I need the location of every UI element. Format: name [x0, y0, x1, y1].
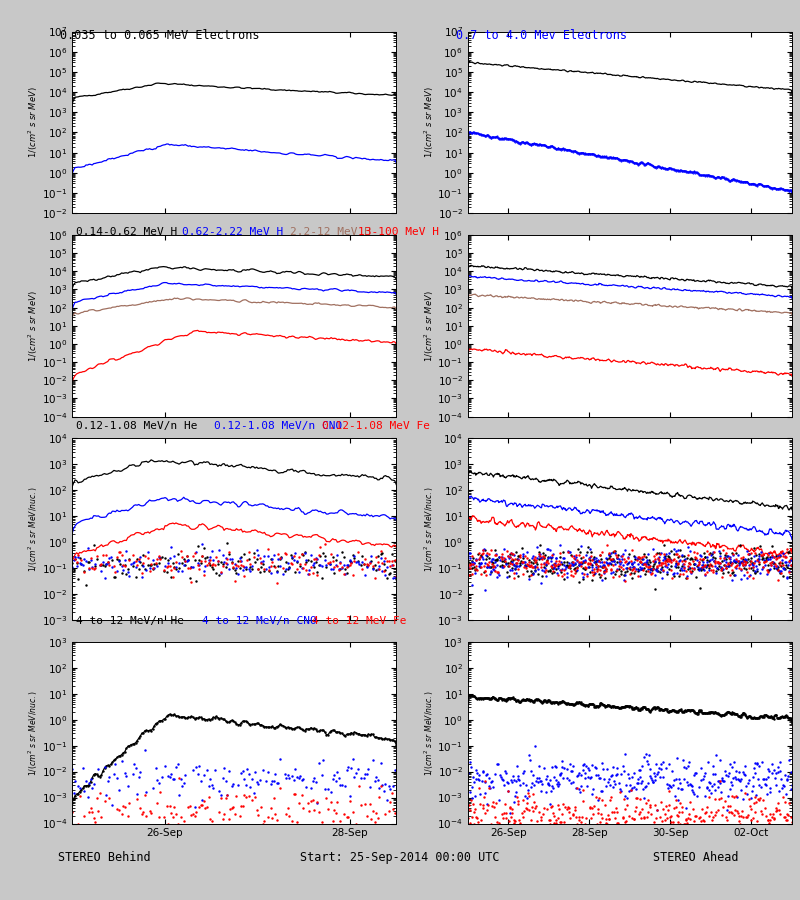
Y-axis label: $1/(cm^2\ s\ sr\ MeV)$: $1/(cm^2\ s\ sr\ MeV)$	[422, 86, 436, 158]
Y-axis label: $1/(cm^2\ s\ sr\ MeV)$: $1/(cm^2\ s\ sr\ MeV)$	[422, 290, 436, 362]
Y-axis label: $1/(cm^2\ s\ sr\ MeV/nuc.)$: $1/(cm^2\ s\ sr\ MeV/nuc.)$	[422, 689, 436, 776]
Y-axis label: $1/(cm^2\ s\ sr\ MeV/nuc.)$: $1/(cm^2\ s\ sr\ MeV/nuc.)$	[422, 486, 436, 572]
Text: 0.14-0.62 MeV H: 0.14-0.62 MeV H	[76, 227, 178, 237]
Text: 0.12-1.08 MeV/n CNO: 0.12-1.08 MeV/n CNO	[214, 421, 342, 431]
Y-axis label: $1/(cm^2\ s\ sr\ MeV)$: $1/(cm^2\ s\ sr\ MeV)$	[26, 290, 40, 362]
Text: 4 to 12 MeV Fe: 4 to 12 MeV Fe	[312, 616, 406, 625]
Text: STEREO Behind: STEREO Behind	[58, 851, 150, 864]
Text: 2.2-12 MeV H: 2.2-12 MeV H	[290, 227, 371, 237]
Text: 4 to 12 MeV/n He: 4 to 12 MeV/n He	[76, 616, 184, 625]
Text: 0.12-1.08 MeV/n He: 0.12-1.08 MeV/n He	[76, 421, 198, 431]
Text: 0.035 to 0.065 MeV Electrons: 0.035 to 0.065 MeV Electrons	[60, 29, 260, 41]
Y-axis label: $1/(cm^2\ s\ sr\ MeV)$: $1/(cm^2\ s\ sr\ MeV)$	[27, 86, 40, 158]
Text: STEREO Ahead: STEREO Ahead	[654, 851, 738, 864]
Text: 0.7 to 4.0 Mev Electrons: 0.7 to 4.0 Mev Electrons	[456, 29, 627, 41]
Text: 0.62-2.22 MeV H: 0.62-2.22 MeV H	[182, 227, 284, 237]
Y-axis label: $1/(cm^2\ s\ sr\ MeV/nuc.)$: $1/(cm^2\ s\ sr\ MeV/nuc.)$	[26, 689, 40, 776]
Text: 4 to 12 MeV/n CNO: 4 to 12 MeV/n CNO	[202, 616, 316, 625]
Text: 13-100 MeV H: 13-100 MeV H	[358, 227, 438, 237]
Text: 0.12-1.08 MeV Fe: 0.12-1.08 MeV Fe	[322, 421, 430, 431]
Text: Start: 25-Sep-2014 00:00 UTC: Start: 25-Sep-2014 00:00 UTC	[300, 851, 500, 864]
Y-axis label: $1/(cm^2\ s\ sr\ MeV/nuc.)$: $1/(cm^2\ s\ sr\ MeV/nuc.)$	[27, 486, 40, 572]
